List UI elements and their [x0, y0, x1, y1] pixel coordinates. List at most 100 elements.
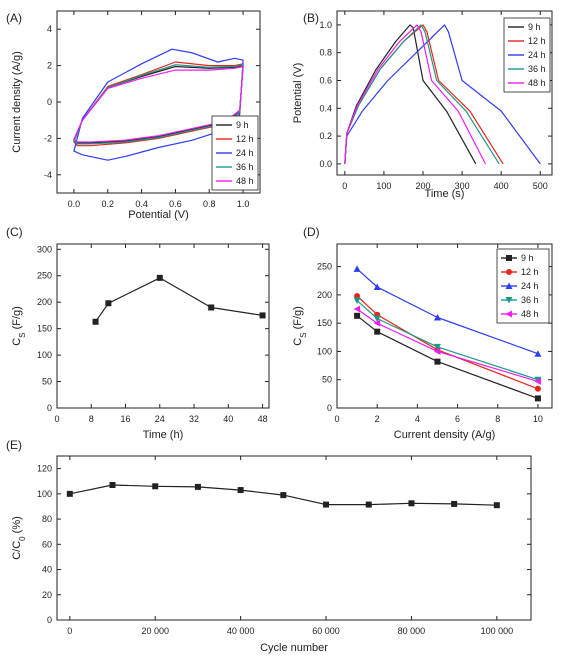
data-point [323, 501, 330, 508]
data-point [534, 377, 541, 385]
data-point [109, 482, 116, 489]
legend-entry: 24 h [521, 281, 539, 291]
y-axis-label-subscript: S [18, 332, 27, 337]
series-line [356, 308, 539, 382]
x-tick-label: 0 [67, 626, 72, 636]
series-line [344, 24, 500, 165]
x-axis-label: Time (s) [425, 188, 465, 200]
data-point [534, 385, 541, 392]
series-line [73, 65, 244, 143]
x-tick-label: 0 [342, 181, 347, 191]
legend-entry: 24 h [236, 148, 254, 158]
legend: 9 h 12 h 24 h 36 h 48 h [503, 17, 551, 93]
y-tick-label: 150 [37, 324, 52, 334]
legend-entry: 36 h [528, 64, 546, 74]
x-tick-label: 300 [455, 181, 470, 191]
legend-marker [505, 282, 513, 289]
legend-entry: 9 h [528, 22, 541, 32]
y-tick-label: 100 [317, 346, 332, 356]
series-line [73, 48, 244, 161]
y-tick-label: 120 [37, 464, 52, 474]
y-tick-label: 0.8 [319, 48, 332, 58]
y-tick-label: -2 [44, 133, 52, 143]
x-tick-label: 2 [375, 414, 380, 424]
legend-entry: 24 h [528, 50, 546, 60]
y-tick-label: 60 [42, 539, 52, 549]
legend-entry: 48 h [521, 309, 539, 319]
data-point [374, 328, 381, 335]
legend-entry: 36 h [236, 162, 254, 172]
data-point [353, 297, 361, 305]
y-tick-label: 250 [317, 262, 332, 272]
data-point [373, 315, 381, 323]
x-tick-label: 100 000 [481, 626, 514, 636]
y-axis-label: C/C0 (%) [11, 516, 27, 560]
x-tick-label: 0.4 [135, 199, 148, 209]
x-axis-label: Current density (A/g) [394, 429, 495, 441]
y-axis-label-main: C [11, 338, 23, 346]
x-tick-label: 6 [455, 414, 460, 424]
x-tick-label: 8 [495, 414, 500, 424]
y-tick-label: 80 [42, 514, 52, 524]
data-point [373, 283, 381, 290]
y-tick-label: 150 [317, 318, 332, 328]
data-point [354, 293, 361, 300]
data-point [152, 483, 159, 490]
legend-entry: 12 h [236, 134, 254, 144]
data-point [280, 492, 287, 499]
y-tick-label: 0 [47, 97, 52, 107]
x-tick-label: 0.2 [101, 199, 114, 209]
x-axis-label: Time (h) [143, 429, 184, 441]
x-tick-label: 0.6 [169, 199, 182, 209]
y-axis-label-subscript: 0 [18, 536, 27, 541]
x-tick-label: 8 [89, 414, 94, 424]
x-tick-label: 40 000 [227, 626, 255, 636]
y-tick-label: 4 [47, 24, 52, 34]
y-tick-label: 0.4 [319, 103, 332, 113]
y-axis-label: Current density (A/g) [11, 51, 23, 152]
data-point [433, 347, 441, 355]
legend-marker [505, 297, 513, 304]
y-tick-label: 100 [37, 350, 52, 360]
panel-label: (C) [6, 225, 23, 239]
y-tick-label: 0 [327, 403, 332, 413]
legend-entry: 9 h [236, 120, 249, 130]
y-axis-label: CS (F/g) [11, 306, 27, 346]
plot-frame [336, 243, 553, 409]
y-tick-label: -4 [44, 170, 52, 180]
data-point [534, 350, 542, 357]
x-tick-label: 500 [533, 181, 548, 191]
legend-entry: 12 h [521, 267, 539, 277]
y-tick-label: 0.6 [319, 75, 332, 85]
y-axis-label: Potential (V) [292, 63, 304, 124]
data-point [451, 500, 458, 507]
data-point [373, 319, 381, 327]
x-tick-label: 4 [415, 414, 420, 424]
legend-entry: 48 h [236, 176, 254, 186]
legend-marker [506, 255, 512, 261]
panel-label: (B) [303, 11, 319, 25]
data-point [66, 490, 73, 497]
legend: 9 h 12 h 24 h 36 h 48 h [211, 115, 259, 191]
y-axis-label-subscript: S [299, 332, 308, 337]
legend-entry: 9 h [521, 253, 534, 263]
series-line [356, 268, 539, 355]
data-point [237, 487, 244, 494]
x-tick-label: 32 [189, 414, 199, 424]
chart-panel-3: (C) 0 8 16 24 32 40 48 0 50 100 150 200 250 300 Time (h… [6, 225, 270, 441]
data-point [365, 501, 372, 508]
plot-frame [56, 455, 532, 621]
plot-frame [336, 10, 553, 176]
data-point [208, 304, 215, 311]
data-point [534, 395, 541, 402]
series-line [356, 300, 539, 381]
series-line [356, 315, 539, 399]
x-axis-label: Cycle number [260, 642, 328, 654]
y-axis-label-unit: (F/g) [11, 306, 23, 332]
y-axis-label-unit: (%) [11, 516, 23, 536]
y-tick-label: 50 [322, 375, 332, 385]
data-point [105, 300, 112, 307]
chart-panel-5: (E) 0 20 000 40 000 60 000 80 000 100 000 0 20 40… [6, 438, 532, 654]
x-tick-label: 40 [223, 414, 233, 424]
